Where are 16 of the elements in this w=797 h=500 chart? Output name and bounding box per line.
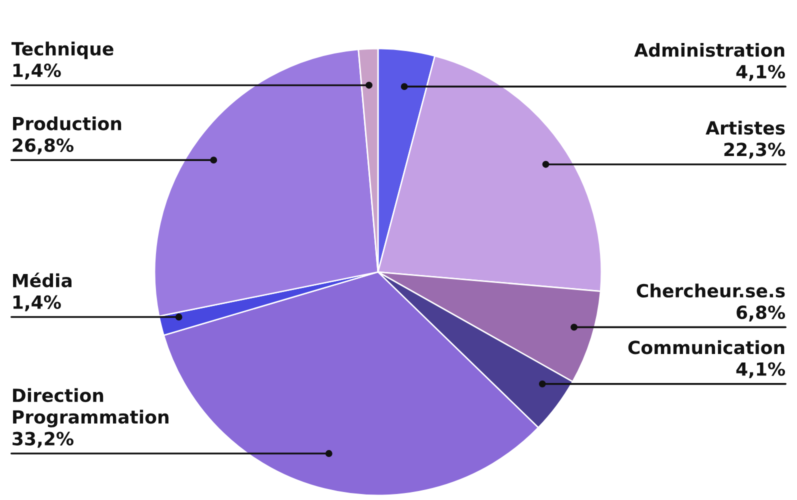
- data-label: 6,8%: [736, 305, 786, 322]
- data-label: 4,1%: [736, 362, 786, 378]
- data-label: 1,4%: [13, 295, 61, 312]
- slice-label: Artistes: [706, 120, 785, 135]
- data-label: 1,4%: [13, 64, 61, 80]
- slice-label: Chercheur.se.s: [636, 284, 785, 298]
- slice-label: Communication: [628, 340, 784, 354]
- slice-label: Média: [13, 272, 72, 288]
- slice-label: Technique: [11, 42, 114, 60]
- slice-label: Production: [13, 116, 122, 130]
- data-label: 33,2%: [12, 432, 74, 448]
- data-label: 4,1%: [736, 64, 786, 81]
- slice-label: Administration: [634, 42, 784, 57]
- data-label: 22,3%: [724, 142, 786, 159]
- data-label: 26,8%: [12, 138, 74, 154]
- slice-label: Direction Programmation: [13, 388, 168, 428]
